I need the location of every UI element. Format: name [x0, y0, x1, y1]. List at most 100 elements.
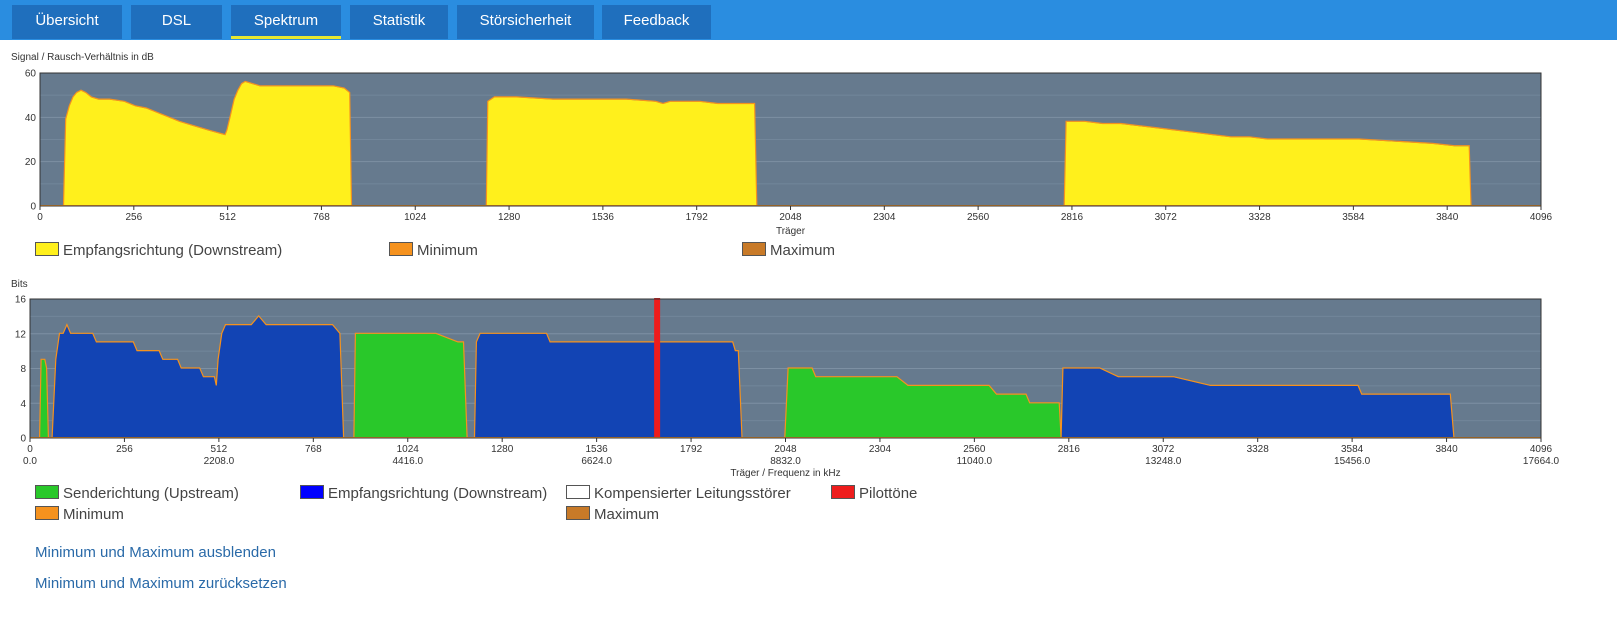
legend-swatch [566, 485, 590, 499]
freq-tick-label: 17664.0 [1523, 456, 1560, 467]
minimum-line [784, 367, 1062, 438]
x-tick-label: 3840 [1435, 444, 1458, 455]
legend-swatch [35, 242, 59, 256]
x-axis-label: Träger [776, 226, 806, 237]
y-tick-label: 0 [30, 202, 36, 213]
x-tick-label: 2048 [779, 212, 802, 223]
x-tick-label: 2560 [963, 444, 986, 455]
legend-swatch [389, 242, 413, 256]
tab-feedback[interactable]: Feedback [602, 5, 711, 39]
minimum-line [1063, 120, 1472, 206]
x-tick-label: 2816 [1061, 212, 1084, 223]
top-navigation: Übersicht DSL Spektrum Statistik Störsic… [0, 0, 1617, 40]
legend-bits-compensated: Kompensierter Leitungsstörer [566, 485, 791, 502]
x-tick-label: 1536 [592, 212, 615, 223]
x-tick-label: 512 [211, 444, 228, 455]
y-tick-label: 16 [15, 295, 27, 306]
tab-uebersicht[interactable]: Übersicht [12, 5, 122, 39]
freq-tick-label: 6624.0 [581, 456, 612, 467]
y-tick-label: 12 [15, 329, 27, 340]
x-tick-label: 3072 [1152, 444, 1175, 455]
downstream-area [63, 81, 352, 206]
downstream-area [486, 97, 757, 206]
x-tick-label: 1792 [680, 444, 703, 455]
x-tick-label: 256 [116, 444, 133, 455]
y-tick-label: 0 [20, 434, 26, 445]
freq-tick-label: 15456.0 [1334, 456, 1371, 467]
legend-swatch [566, 506, 590, 520]
tab-stoersicherheit[interactable]: Störsicherheit [457, 5, 594, 39]
downstream-area [1064, 121, 1471, 206]
x-tick-label: 1792 [686, 212, 709, 223]
legend-snr-maximum: Maximum [742, 242, 835, 259]
upstream-area [353, 333, 468, 438]
legend-bits-pilot: Pilottöne [831, 485, 917, 502]
x-tick-label: 512 [219, 212, 236, 223]
y-tick-label: 40 [25, 113, 37, 124]
x-axis-label: Träger / Frequenz in kHz [730, 468, 840, 479]
x-tick-label: 2304 [873, 212, 896, 223]
x-tick-label: 768 [305, 444, 322, 455]
x-tick-label: 3840 [1436, 212, 1459, 223]
x-tick-label: 0 [37, 212, 43, 223]
bits-chart-title: Bits [11, 279, 28, 290]
x-tick-label: 256 [125, 212, 142, 223]
y-tick-label: 20 [25, 157, 37, 168]
minimum-line [353, 332, 468, 438]
upstream-area [784, 368, 1062, 438]
x-tick-label: 2048 [774, 444, 797, 455]
x-tick-label: 2816 [1058, 444, 1081, 455]
x-tick-label: 1024 [397, 444, 420, 455]
legend-snr-downstream: Empfangsrichtung (Downstream) [35, 242, 282, 259]
legend-bits-minimum: Minimum [35, 506, 124, 523]
minimum-line [473, 332, 743, 438]
legend-swatch [300, 485, 324, 499]
x-tick-label: 1280 [498, 212, 521, 223]
x-tick-label: 3328 [1247, 444, 1270, 455]
downstream-area [52, 316, 344, 438]
legend-swatch [35, 506, 59, 520]
snr-chart-title: Signal / Rausch-Verhältnis in dB [11, 52, 154, 63]
y-tick-label: 60 [25, 69, 37, 80]
x-tick-label: 768 [313, 212, 330, 223]
x-tick-label: 2304 [869, 444, 892, 455]
freq-tick-label: 0.0 [23, 456, 37, 467]
tab-statistik[interactable]: Statistik [350, 5, 448, 39]
y-tick-label: 8 [20, 364, 26, 375]
upstream-area [39, 359, 49, 438]
freq-tick-label: 2208.0 [204, 456, 235, 467]
legend-bits-downstream: Empfangsrichtung (Downstream) [300, 485, 547, 502]
x-tick-label: 1280 [491, 444, 514, 455]
x-tick-label: 0 [27, 444, 33, 455]
freq-tick-label: 11040.0 [957, 456, 993, 467]
legend-bits-maximum: Maximum [566, 506, 659, 523]
x-tick-label: 4096 [1530, 444, 1553, 455]
snr-chart: 0 20 40 60 0 256 512 768 1024 1280 1536 1792 2048 230… [25, 69, 1553, 238]
legend-snr-minimum: Minimum [389, 242, 478, 259]
legend-swatch [831, 485, 855, 499]
minimum-line [62, 80, 353, 206]
legend-swatch [35, 485, 59, 499]
downstream-area [474, 333, 742, 438]
hide-minmax-link[interactable]: Minimum und Maximum ausblenden [35, 544, 276, 561]
freq-tick-label: 13248.0 [1145, 456, 1182, 467]
x-tick-label: 3328 [1248, 212, 1271, 223]
downstream-area [1061, 368, 1454, 438]
legend-bits-upstream: Senderichtung (Upstream) [35, 485, 239, 502]
minimum-line [39, 358, 49, 438]
y-tick-label: 4 [20, 399, 26, 410]
freq-tick-label: 4416.0 [392, 456, 423, 467]
legend-swatch [742, 242, 766, 256]
minimum-line [485, 96, 758, 206]
x-tick-label: 1536 [586, 444, 609, 455]
x-tick-label: 2560 [967, 212, 990, 223]
minimum-line [1060, 367, 1455, 438]
tab-dsl[interactable]: DSL [131, 5, 222, 39]
reset-minmax-link[interactable]: Minimum und Maximum zurücksetzen [35, 575, 287, 592]
x-tick-label: 3584 [1341, 444, 1364, 455]
x-tick-label: 4096 [1530, 212, 1553, 223]
freq-tick-label: 8832.0 [770, 456, 801, 467]
x-tick-label: 3584 [1342, 212, 1365, 223]
minimum-line [51, 314, 345, 438]
tab-spektrum[interactable]: Spektrum [231, 5, 341, 39]
